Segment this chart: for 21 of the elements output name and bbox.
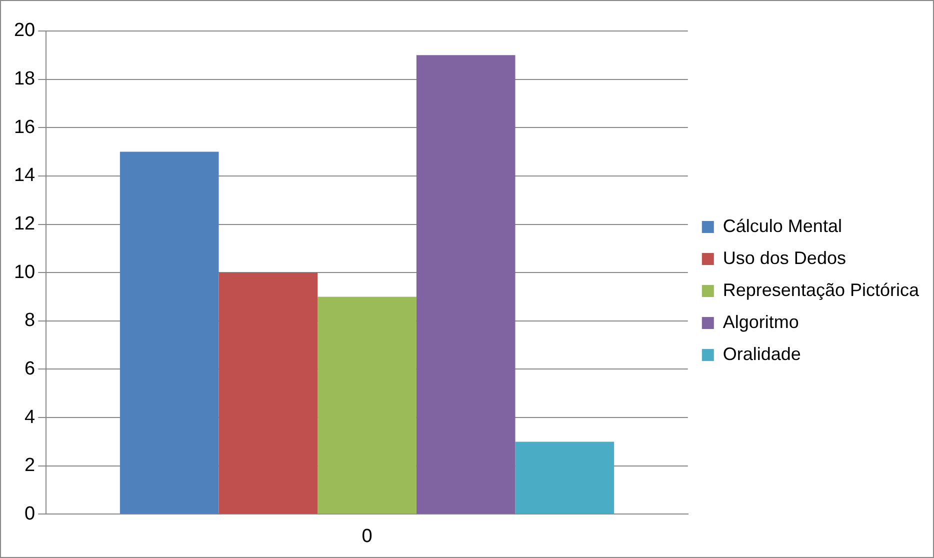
legend-label: Oralidade	[722, 344, 801, 364]
bar	[120, 152, 219, 514]
bar	[318, 296, 416, 514]
legend-label: Algoritmo	[722, 312, 799, 332]
y-tick-label: 0	[24, 503, 36, 524]
legend-label: Uso dos Dedos	[722, 248, 846, 268]
y-tick-label: 8	[24, 310, 36, 332]
y-tick-label: 4	[24, 406, 36, 428]
y-tick-label: 18	[14, 68, 36, 90]
legend-label: Cálculo Mental	[722, 216, 842, 236]
y-tick-label: 2	[24, 455, 36, 476]
y-tick-label: 20	[14, 20, 36, 42]
legend-label: Representação Pictórica	[722, 280, 920, 300]
bar	[416, 55, 516, 514]
y-tick-label: 16	[14, 116, 36, 138]
bar	[515, 442, 614, 514]
y-tick-label: 12	[14, 214, 36, 235]
bar	[218, 272, 318, 514]
y-tick-label: 14	[14, 165, 36, 186]
y-tick-label: 6	[24, 358, 36, 380]
y-tick-label: 10	[14, 262, 36, 283]
